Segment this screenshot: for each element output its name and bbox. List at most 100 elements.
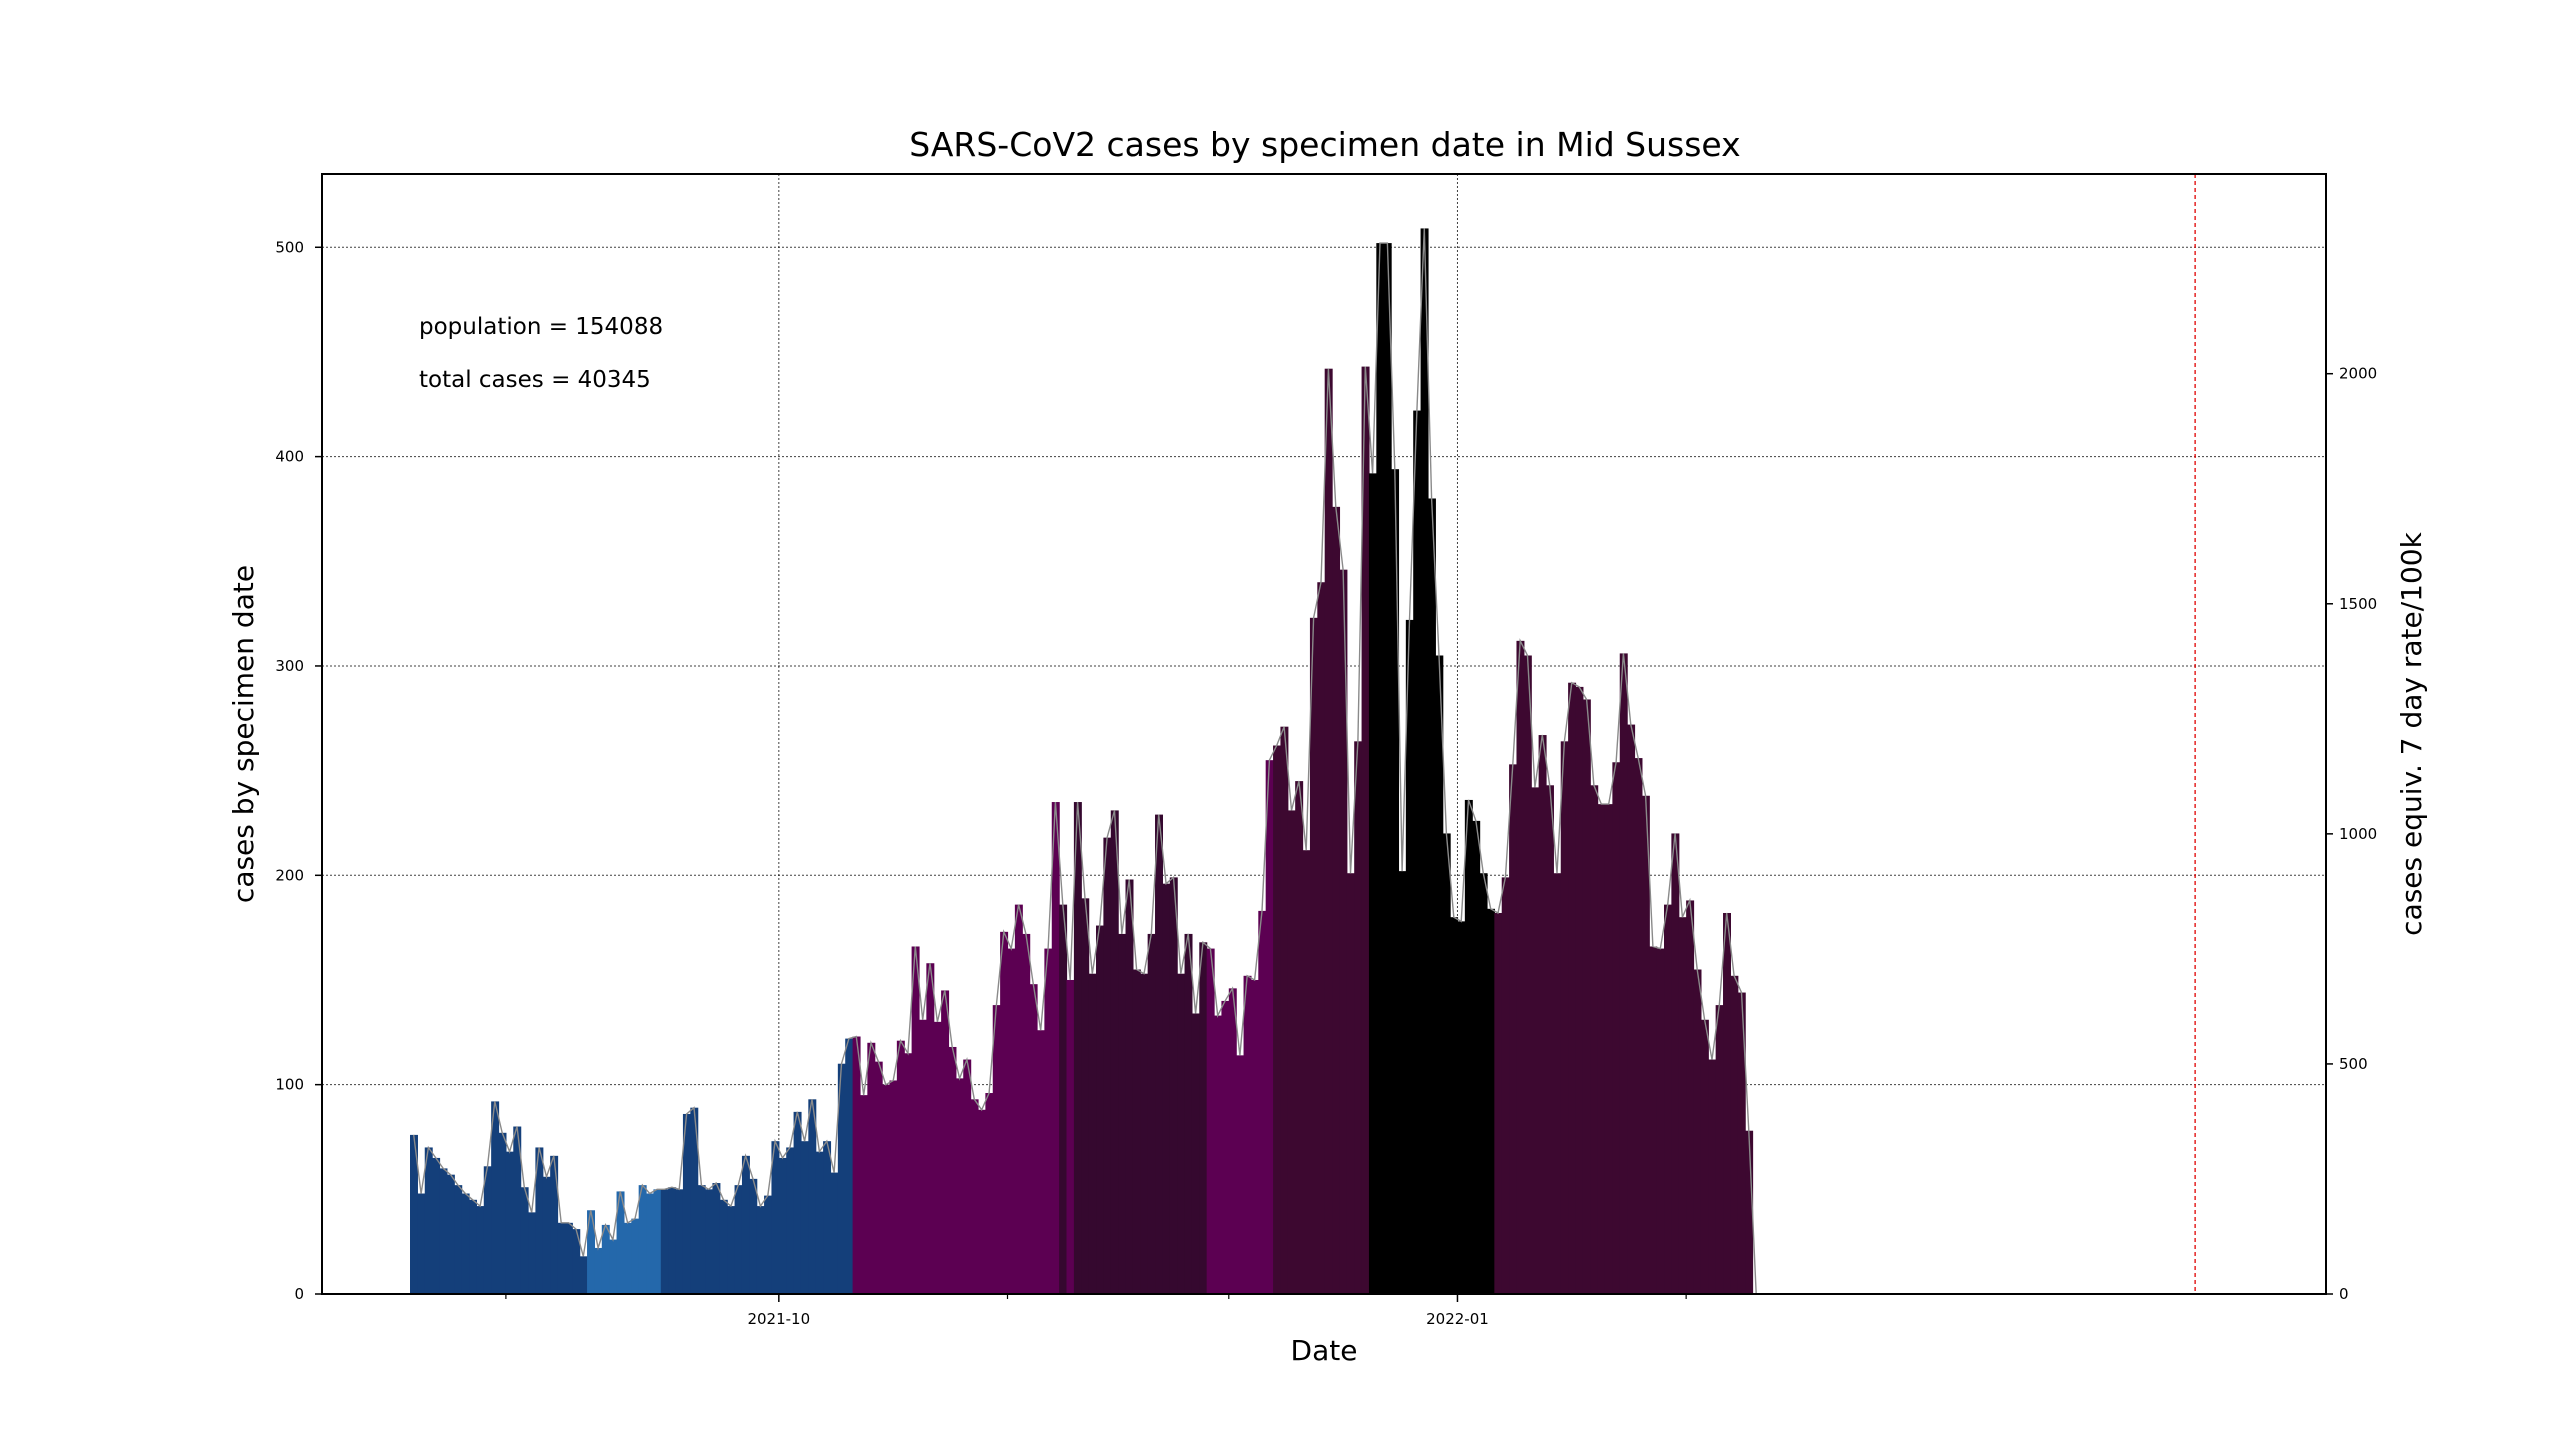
bar xyxy=(948,1046,957,1294)
bar xyxy=(572,1229,581,1294)
bar xyxy=(756,1206,765,1294)
bar-series xyxy=(410,228,1754,1295)
bar xyxy=(1250,979,1259,1294)
bar xyxy=(889,1080,898,1294)
right-y-tick-label: 500 xyxy=(2339,1055,2368,1073)
bar xyxy=(1472,820,1481,1294)
bar xyxy=(454,1185,463,1294)
bar xyxy=(1745,1130,1754,1294)
bar xyxy=(1619,653,1628,1294)
bar xyxy=(992,1005,1001,1294)
bar xyxy=(941,990,950,1294)
bar xyxy=(1627,724,1636,1294)
bar xyxy=(491,1101,500,1294)
y-tick-label: 100 xyxy=(275,1076,304,1094)
bar xyxy=(970,1099,979,1294)
bar xyxy=(1671,833,1680,1294)
bar xyxy=(1383,243,1392,1294)
bar xyxy=(1708,1059,1717,1294)
bar xyxy=(1656,948,1665,1294)
bar xyxy=(1634,758,1643,1294)
bar xyxy=(1413,410,1422,1294)
bar xyxy=(1457,921,1466,1294)
bar xyxy=(1177,973,1186,1294)
bar xyxy=(1435,655,1444,1294)
bar xyxy=(564,1222,573,1294)
bar xyxy=(727,1206,736,1294)
bar xyxy=(1273,745,1282,1294)
bar xyxy=(933,1021,942,1294)
bar xyxy=(786,1147,795,1294)
bar xyxy=(867,1042,876,1294)
bar xyxy=(675,1189,684,1294)
bar xyxy=(741,1155,750,1294)
bar xyxy=(1339,569,1348,1294)
bar xyxy=(1169,877,1178,1294)
y-tick-label: 500 xyxy=(275,238,304,256)
bar xyxy=(1597,804,1606,1294)
bar xyxy=(1575,686,1584,1294)
right-y-axis: 0 500 1000 1500 2000 xyxy=(2326,365,2377,1303)
bar xyxy=(1051,802,1060,1294)
right-y-tick-label: 1000 xyxy=(2339,825,2377,843)
bar xyxy=(874,1061,883,1294)
bar xyxy=(668,1187,677,1294)
bar xyxy=(1317,582,1326,1294)
bar xyxy=(653,1189,662,1294)
daily-cases-line xyxy=(413,228,1757,1295)
bar xyxy=(1723,912,1731,1294)
x-axis-title: Date xyxy=(1291,1334,1358,1367)
bar xyxy=(690,1107,699,1294)
bar xyxy=(1191,1013,1200,1294)
bar xyxy=(837,1063,846,1294)
bar xyxy=(623,1222,632,1294)
bar xyxy=(1332,506,1341,1294)
chart-title: SARS-CoV2 cases by specimen date in Mid … xyxy=(909,125,1740,164)
bar xyxy=(1228,988,1237,1294)
bar xyxy=(1346,873,1355,1294)
x-axis: 2021-10 2022-01 xyxy=(505,1294,1687,1328)
bar xyxy=(1678,917,1687,1294)
bar xyxy=(823,1141,832,1294)
bar xyxy=(505,1151,514,1294)
bar xyxy=(793,1111,802,1294)
bar xyxy=(1073,802,1082,1294)
bar xyxy=(631,1218,640,1294)
bar xyxy=(682,1113,691,1294)
bar xyxy=(1214,1015,1223,1294)
bar xyxy=(845,1038,854,1294)
bar xyxy=(1110,810,1119,1294)
bar xyxy=(1737,992,1746,1294)
bar xyxy=(609,1239,618,1294)
bar xyxy=(1686,900,1695,1294)
bar xyxy=(1376,243,1385,1294)
bar xyxy=(1302,850,1311,1294)
bar xyxy=(446,1174,455,1294)
bar xyxy=(1184,933,1193,1294)
bar xyxy=(520,1187,529,1294)
bar xyxy=(830,1172,839,1294)
bar xyxy=(542,1176,551,1294)
bar xyxy=(1715,1005,1724,1294)
bar xyxy=(594,1247,603,1294)
bar xyxy=(1523,655,1532,1294)
bar xyxy=(904,1053,913,1294)
bar xyxy=(601,1224,610,1294)
bar xyxy=(417,1193,426,1294)
bar xyxy=(1287,810,1296,1294)
bar xyxy=(808,1099,817,1294)
bar xyxy=(1162,883,1171,1294)
bar xyxy=(985,1093,994,1294)
bar xyxy=(1604,804,1613,1294)
bar xyxy=(439,1168,448,1294)
bar xyxy=(1147,933,1156,1294)
bar xyxy=(513,1126,522,1294)
bar xyxy=(1029,984,1038,1294)
right-y-tick-label: 1500 xyxy=(2339,595,2377,613)
bar xyxy=(697,1185,706,1294)
bar xyxy=(1649,946,1658,1294)
bar xyxy=(771,1141,780,1294)
bar xyxy=(1014,904,1023,1294)
bar xyxy=(1221,1000,1230,1294)
y-tick-label: 200 xyxy=(275,866,304,884)
